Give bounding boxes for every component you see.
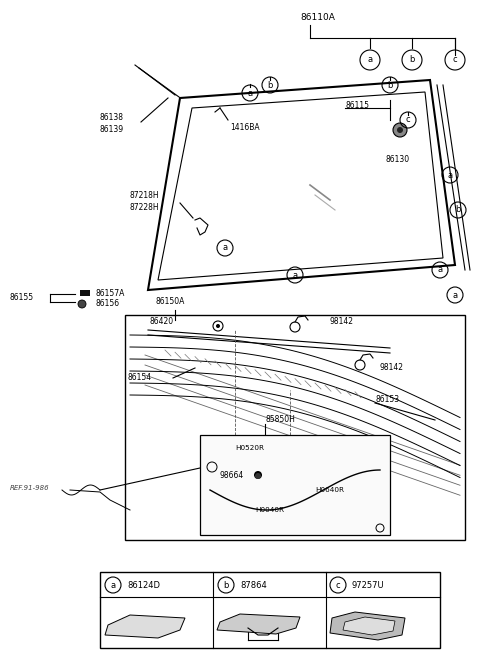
Bar	[100, 572, 440, 648]
Text: a: a	[110, 581, 116, 590]
Polygon shape	[330, 612, 405, 640]
Text: a: a	[367, 55, 372, 65]
Text: 86130: 86130	[385, 156, 409, 165]
Circle shape	[216, 324, 220, 328]
Polygon shape	[217, 614, 300, 634]
Text: a: a	[247, 88, 252, 98]
Text: 87228H: 87228H	[130, 202, 160, 212]
Text: 86150A: 86150A	[155, 297, 184, 306]
Text: 97257U: 97257U	[352, 581, 384, 590]
Text: H0520R: H0520R	[235, 445, 264, 451]
Text: 87864: 87864	[240, 581, 267, 590]
Text: a: a	[292, 270, 298, 279]
Text: 86138: 86138	[100, 113, 124, 123]
Text: 86153: 86153	[375, 395, 399, 405]
Text: a: a	[453, 291, 457, 299]
Polygon shape	[105, 615, 185, 638]
Text: b: b	[267, 80, 273, 90]
Text: 86157A: 86157A	[95, 289, 124, 299]
Text: a: a	[222, 243, 228, 252]
Text: c: c	[406, 115, 410, 125]
Text: a: a	[437, 266, 443, 275]
Text: 86154: 86154	[128, 374, 152, 382]
Text: 86124D: 86124D	[127, 581, 160, 590]
Text: 98664: 98664	[220, 471, 244, 480]
Bar	[200, 435, 390, 535]
Text: 86420: 86420	[150, 318, 174, 326]
Text: REF.91-986: REF.91-986	[10, 485, 49, 491]
Text: 86139: 86139	[100, 125, 124, 134]
Text: b: b	[387, 80, 393, 90]
Text: 85850H: 85850H	[265, 416, 295, 424]
Text: b: b	[409, 55, 415, 65]
Circle shape	[255, 473, 261, 479]
Text: 98142: 98142	[380, 364, 404, 372]
Text: 86110A: 86110A	[300, 13, 335, 22]
Text: H0040R: H0040R	[255, 507, 284, 513]
Text: b: b	[223, 581, 228, 590]
Text: 87218H: 87218H	[130, 190, 160, 200]
Text: 86155: 86155	[10, 293, 34, 302]
Text: b: b	[456, 206, 461, 214]
Circle shape	[393, 123, 407, 137]
Polygon shape	[343, 617, 395, 635]
Text: c: c	[453, 55, 457, 65]
Text: 1416BA: 1416BA	[230, 123, 260, 132]
Text: 86115: 86115	[345, 101, 369, 109]
Bar	[80, 290, 90, 296]
Circle shape	[78, 300, 86, 308]
Text: 86156: 86156	[95, 299, 119, 308]
Circle shape	[254, 471, 262, 479]
Text: a: a	[447, 171, 453, 179]
Text: c: c	[336, 581, 340, 590]
Bar	[125, 315, 465, 540]
Circle shape	[397, 127, 403, 133]
Text: H0640R: H0640R	[315, 487, 344, 493]
Text: 98142: 98142	[330, 318, 354, 326]
